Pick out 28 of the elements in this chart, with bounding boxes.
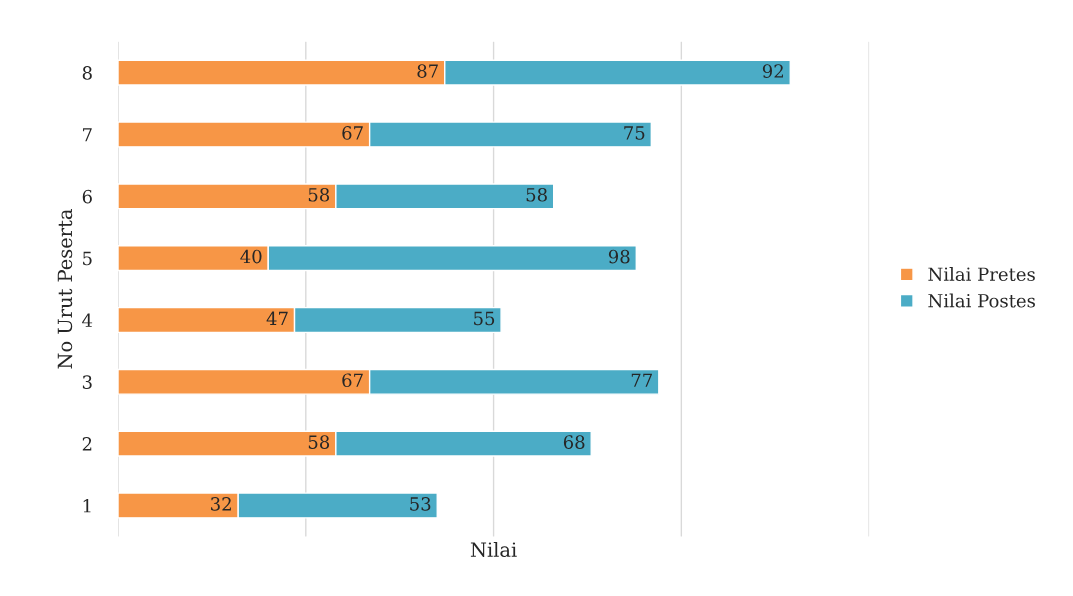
y-tick-label: 5 (83, 251, 92, 266)
legend-label: Nilai Postes (928, 293, 1035, 308)
data-label: 87 (417, 64, 438, 78)
data-label: 47 (266, 311, 288, 325)
y-axis-title: No Urut Peserta (57, 209, 73, 369)
y-tick-label: 2 (82, 437, 92, 451)
data-label: 67 (342, 373, 363, 388)
y-tick-label: 7 (83, 128, 92, 142)
y-tick-label: 1 (83, 498, 91, 513)
data-label: 98 (608, 249, 630, 264)
data-label: 58 (308, 187, 330, 202)
data-label: 67 (342, 126, 363, 140)
data-label: 75 (624, 126, 645, 140)
y-tick-label: 3 (82, 375, 92, 389)
data-label: 68 (563, 435, 585, 449)
y-tick-label: 4 (82, 313, 93, 327)
data-label: 58 (526, 187, 547, 202)
y-tick-label: 8 (82, 66, 92, 80)
legend-label: Nilai Pretes (928, 267, 1035, 282)
data-label: 77 (631, 373, 652, 387)
data-label: 32 (211, 497, 231, 511)
y-tick-label: 6 (82, 189, 92, 204)
x-axis-title: Nilai (470, 541, 517, 558)
data-label: 92 (762, 64, 783, 78)
data-label: 58 (308, 435, 330, 449)
data-label: 40 (240, 249, 262, 264)
data-label: 55 (474, 311, 495, 326)
data-label: 53 (410, 497, 431, 511)
